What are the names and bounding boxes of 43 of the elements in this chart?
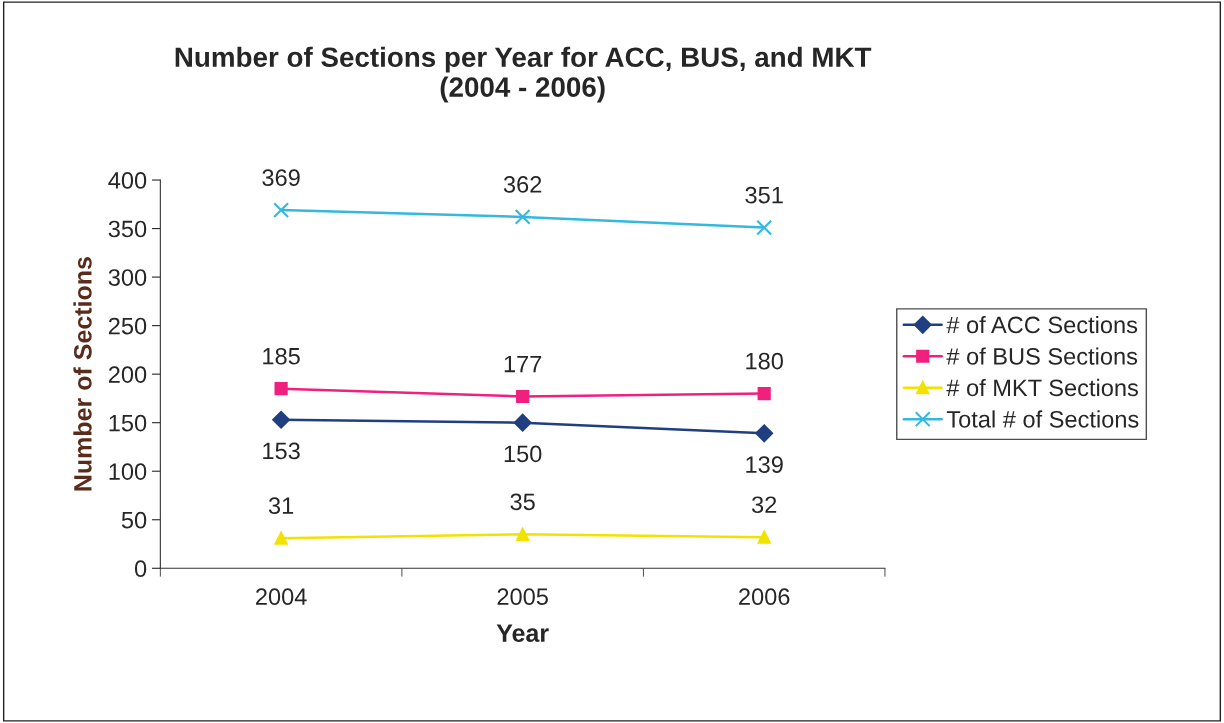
legend-label: Total # of Sections bbox=[946, 410, 1139, 428]
data-label: 35 bbox=[510, 493, 535, 511]
point bbox=[274, 382, 288, 396]
y-tick-label: 150 bbox=[109, 414, 147, 432]
x-axis-title: Year bbox=[496, 624, 549, 642]
y-axis-title: Number of Sections bbox=[73, 257, 92, 491]
y-tick-label: 300 bbox=[108, 269, 147, 286]
data-label: 177 bbox=[504, 355, 542, 373]
point bbox=[514, 208, 531, 225]
point bbox=[272, 410, 291, 429]
x-tick-label: 2005 bbox=[497, 588, 548, 606]
data-label: 351 bbox=[745, 186, 783, 204]
point bbox=[755, 424, 774, 443]
chart-title: Number of Sections per Year for ACC, BUS, and MKT (2004 - 2006) bbox=[175, 46, 872, 103]
legend-label: # of MKT Sections bbox=[946, 378, 1138, 397]
data-label: 32 bbox=[751, 496, 777, 514]
point bbox=[513, 413, 532, 432]
data-label: 150 bbox=[504, 445, 542, 463]
x-tick-label: 2004 bbox=[256, 588, 307, 606]
y-tick-label: 100 bbox=[109, 463, 147, 480]
y-tick-label: 0 bbox=[134, 560, 147, 578]
data-label: 153 bbox=[263, 442, 300, 460]
data-label: 185 bbox=[263, 347, 300, 365]
data-label: 362 bbox=[503, 176, 542, 193]
x-tick-label: 2006 bbox=[739, 588, 790, 606]
legend-label: # of BUS Sections bbox=[946, 347, 1138, 365]
data-label: 369 bbox=[262, 169, 300, 187]
legend-label: # of ACC Sections bbox=[946, 315, 1138, 334]
y-tick-label: 400 bbox=[108, 172, 147, 189]
y-tick-label: 350 bbox=[108, 220, 147, 238]
data-label: 180 bbox=[746, 352, 783, 370]
point bbox=[756, 219, 773, 236]
y-tick-label: 50 bbox=[121, 511, 147, 529]
data-label: 139 bbox=[746, 456, 783, 473]
point bbox=[757, 386, 771, 401]
point bbox=[516, 527, 530, 541]
point bbox=[757, 530, 771, 544]
y-tick-label: 250 bbox=[108, 317, 147, 335]
point bbox=[516, 389, 530, 404]
y-tick-label: 200 bbox=[108, 366, 147, 383]
point bbox=[273, 202, 290, 219]
point bbox=[274, 531, 288, 545]
data-label: 31 bbox=[268, 497, 294, 515]
